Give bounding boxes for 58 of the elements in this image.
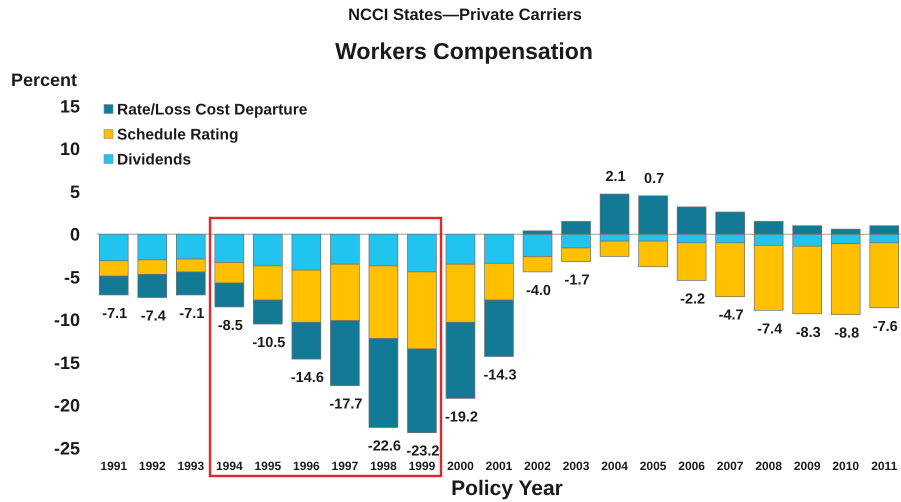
total-label: -7.1 [102, 306, 128, 322]
x-tick-label: 1993 [177, 459, 204, 474]
y-axis-title: Percent [11, 70, 78, 90]
legend-label: Rate/Loss Cost Departure [117, 101, 308, 118]
total-label: -1.7 [564, 272, 590, 289]
total-label: -8.3 [796, 324, 821, 341]
total-label: -22.6 [368, 438, 401, 455]
total-label: -4.7 [718, 308, 744, 324]
total-label: -23.2 [406, 444, 440, 460]
x-tick-label: 2008 [755, 459, 782, 474]
total-label: 0.7 [644, 170, 664, 187]
x-tick-label: 1996 [293, 459, 320, 474]
x-tick-label: 2000 [447, 459, 474, 474]
x-tick-label: 1991 [100, 459, 128, 474]
total-label: -17.7 [329, 396, 362, 413]
y-tick-label: 15 [60, 96, 80, 116]
y-tick-label: -20 [54, 396, 80, 416]
x-tick-label: 2006 [678, 459, 706, 474]
x-tick-label: 1994 [216, 459, 243, 474]
total-label: -14.3 [483, 368, 517, 384]
chart-title: Workers Compensation [335, 38, 593, 64]
y-tick-label: 0 [70, 224, 80, 245]
total-label: 2.1 [605, 169, 626, 186]
x-tick-label: 2007 [716, 459, 744, 474]
x-tick-label: 1997 [332, 459, 359, 474]
x-tick-label: 2011 [871, 459, 898, 474]
legend-label: Schedule Rating [117, 126, 238, 144]
x-tick-label: 2005 [640, 459, 667, 474]
total-label: -14.6 [290, 370, 324, 386]
x-tick-label: 2002 [524, 459, 552, 474]
x-tick-label: 2009 [794, 459, 821, 474]
total-label: -2.2 [680, 291, 706, 308]
chart-subtitle: NCCI States—Private Carriers [348, 6, 582, 24]
y-tick-label: -5 [64, 267, 80, 288]
total-label: -4.0 [526, 282, 552, 299]
x-tick-label: 1992 [138, 459, 166, 474]
x-tick-label: 1998 [370, 459, 398, 474]
total-label: -7.4 [757, 321, 782, 338]
y-tick-label: -10 [54, 310, 80, 330]
legend-label: Dividends [117, 151, 192, 168]
y-tick-label: -25 [54, 438, 80, 458]
x-tick-label: 1995 [254, 459, 282, 474]
x-tick-label: 2003 [562, 459, 590, 474]
y-tick-label: -15 [54, 352, 80, 373]
x-tick-label: 2010 [832, 459, 860, 474]
x-axis-title: Policy Year [451, 477, 563, 500]
y-tick-label: 10 [60, 139, 80, 160]
total-label: -8.5 [218, 318, 243, 334]
x-tick-label: 2001 [486, 459, 513, 474]
x-tick-label: 2004 [601, 459, 628, 474]
total-label: -7.6 [872, 318, 898, 335]
total-label: -19.2 [444, 409, 478, 426]
total-label: -7.1 [179, 306, 204, 322]
y-tick-label: 5 [70, 182, 80, 202]
total-label: -7.4 [140, 308, 166, 325]
total-label: -8.8 [834, 326, 860, 342]
total-label: -10.5 [252, 335, 286, 352]
x-tick-label: 1999 [408, 459, 436, 474]
